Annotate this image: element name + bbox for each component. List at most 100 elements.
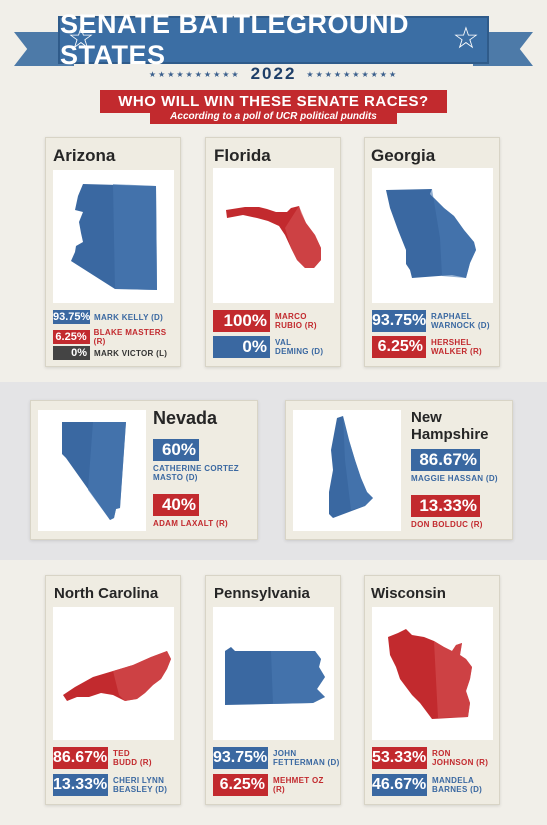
candidate-name-line: RON [432,749,451,758]
page-title: SENATE BATTLEGROUND STATES [60,9,409,70]
candidate-name-line: CATHERINE CORTEZ [153,464,239,473]
candidate-name-line: BARNES (D) [432,785,483,794]
state-card-nevada: Nevada 60% CATHERINE CORTEZ MASTO (D) 40… [30,400,258,540]
candidate-row: 40% [153,494,199,516]
state-card-north-carolina: North Carolina 86.67% TED BUDD (R) 13.33… [45,575,181,805]
candidate-name-line: ADAM LAXALT (R) [153,519,229,528]
candidate-row: 6.25% MEHMET OZ (R) [213,774,324,796]
state-name-line: Hampshire [411,426,489,443]
candidate-name: BLAKE MASTERS (R) [93,328,167,346]
state-map [38,410,146,531]
candidate-name-line: MASTO (D) [153,473,198,482]
candidate-percent: 86.67% [53,747,108,769]
candidate-name: RAPHAEL WARNOCK (D) [431,312,490,330]
candidate-name-line: (R) [273,785,286,794]
state-name: Arizona [53,146,116,165]
state-name: New Hampshire [411,409,489,443]
candidate-row: 100% MARCO RUBIO (R) [213,310,317,332]
candidate-name: CHERI LYNN BEASLEY (D) [113,776,167,794]
candidate-row: 13.33% CHERI LYNN BEASLEY (D) [53,774,167,796]
state-map [372,607,493,740]
candidate-row: 93.75% RAPHAEL WARNOCK (D) [372,310,490,332]
candidate-percent: 40% [153,494,199,516]
candidate-row: 0% MARK VICTOR (L) [53,346,167,360]
candidate-percent: 6.25% [372,336,426,358]
candidate-name-line: MEHMET OZ [273,776,324,785]
state-name: Nevada [153,408,218,428]
state-map [53,170,174,303]
candidate-percent: 93.75% [213,747,268,769]
candidate-percent: 0% [53,346,90,360]
candidate-name-line: BUDD (R) [113,758,152,767]
state-name: Pennsylvania [214,585,310,602]
candidate-name: HERSHEL WALKER (R) [431,338,482,356]
florida-map-icon [226,206,321,268]
candidate-percent: 100% [213,310,270,332]
arizona-map-icon [71,184,157,290]
candidate-name: DON BOLDUC (R) [411,520,483,529]
candidate-percent: 60% [153,439,199,461]
candidate-name-line: JOHN [273,749,297,758]
candidate-row: 86.67% TED BUDD (R) [53,747,152,769]
candidate-row: 93.75% JOHN FETTERMAN (D) [213,747,340,769]
candidate-name-line: RUBIO (R) [275,321,317,330]
stars-decoration-icon: ★★★★★★★★★★ [306,69,399,79]
candidate-name-line: VAL [275,338,292,347]
new-hampshire-map-icon [329,416,373,518]
candidate-row: 60% [153,439,199,461]
state-map [293,410,401,531]
star-icon: ☆ [452,22,480,55]
candidate-name: MARCO RUBIO (R) [275,312,317,330]
state-name-line: New [411,409,442,426]
state-card-georgia: Georgia 93.75% RAPHAEL WARNOCK (D) 6.25%… [364,137,500,367]
state-map [213,607,334,740]
candidate-row: 0% VAL DEMING (D) [213,336,323,358]
candidate-name: MEHMET OZ (R) [273,776,324,794]
nevada-map-icon [62,422,126,520]
candidate-row: 93.75% MARK KELLY (D) [53,310,163,324]
candidate-row: 46.67% MANDELA BARNES (D) [372,774,482,796]
state-card-wisconsin: Wisconsin 53.33% RON JOHNSON (R) 46.67% … [364,575,500,805]
state-card-new-hampshire: New Hampshire 86.67% MAGGIE HASSAN (D) 1… [285,400,513,540]
candidate-name-line: RAPHAEL [431,312,472,321]
candidate-name: MAGGIE HASSAN (D) [411,474,498,483]
question-subtitle: According to a poll of UCR political pun… [150,110,397,124]
candidate-name-line: BEASLEY (D) [113,785,168,794]
candidate-name: CATHERINE CORTEZ MASTO (D) [153,464,239,482]
candidate-name-line: WALKER (R) [431,347,482,356]
title-banner: SENATE BATTLEGROUND STATES [58,9,489,70]
candidate-row: 86.67% [411,449,480,471]
header-banner: SENATE BATTLEGROUND STATES ☆ ☆ [14,9,533,80]
candidate-name: MANDELA BARNES (D) [432,776,482,794]
year-row: ★★★★★★★★★★ 2022 ★★★★★★★★★★ [86,64,461,84]
stars-decoration-icon: ★★★★★★★★★★ [148,69,241,79]
candidate-row: 53.33% RON JOHNSON (R) [372,747,488,769]
wisconsin-map-icon [388,629,472,719]
candidate-name-line: DEMING (D) [275,347,324,356]
candidate-percent: 46.67% [372,774,427,796]
pennsylvania-map-icon [225,647,325,705]
state-name: Florida [214,146,271,165]
state-map [372,168,493,303]
state-card-pennsylvania: Pennsylvania 93.75% JOHN FETTERMAN (D) 6… [205,575,341,805]
candidate-name: RON JOHNSON (R) [432,749,488,767]
candidate-name: VAL DEMING (D) [275,338,323,356]
candidate-percent: 53.33% [372,747,427,769]
candidate-name-line: FETTERMAN (D) [273,758,340,767]
candidate-name: ADAM LAXALT (R) [153,519,228,528]
state-name: Georgia [371,146,436,165]
state-name: North Carolina [54,585,159,602]
question-banner: WHO WILL WIN THESE SENATE RACES? [100,90,447,113]
state-map [53,607,174,740]
state-card-florida: Florida 100% MARCO RUBIO (R) 0% VAL DEMI… [205,137,341,367]
candidate-percent: 6.25% [53,330,90,344]
state-card-arizona: Arizona 93.75% MARK KELLY (D) 6.25% BLAK… [45,137,181,367]
candidate-percent: 13.33% [411,495,480,517]
georgia-map-icon [386,189,476,278]
candidate-name-line: CHERI LYNN [113,776,165,785]
candidate-percent: 13.33% [53,774,108,796]
candidate-name-line: TED [113,749,130,758]
candidate-row: 6.25% BLAKE MASTERS (R) [53,328,180,346]
candidate-percent: 0% [213,336,270,358]
candidate-row: 6.25% HERSHEL WALKER (R) [372,336,482,358]
